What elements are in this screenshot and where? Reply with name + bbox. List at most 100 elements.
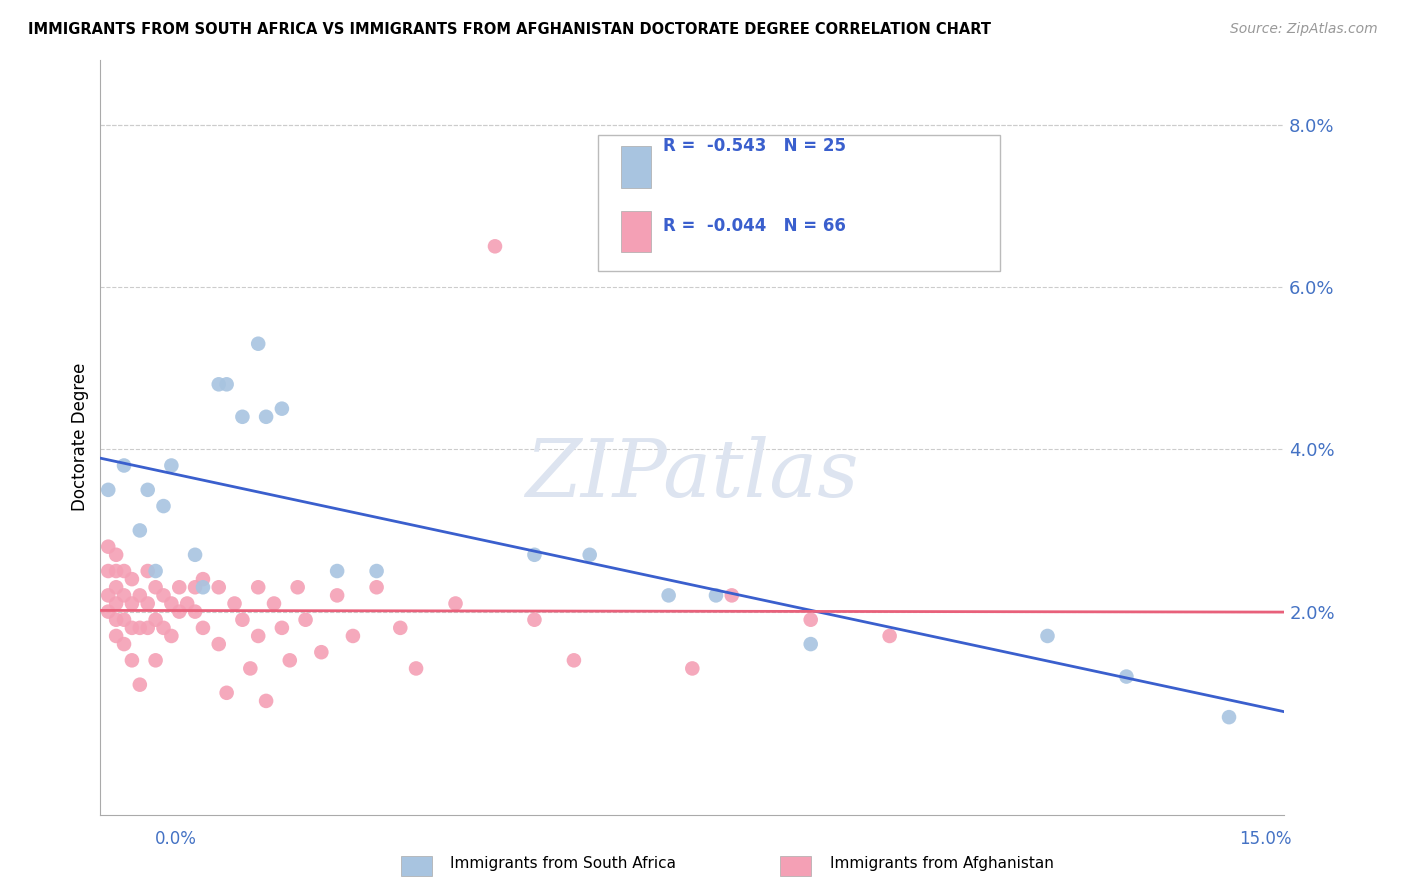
Point (405, 661, 427, 675)
Point (97, 540, 120, 554)
Point (1218, 710, 1240, 724)
Text: ZIPatlas: ZIPatlas (526, 436, 859, 514)
Text: 15.0%: 15.0% (1239, 830, 1292, 847)
Point (169, 580, 191, 594)
Point (128, 621, 150, 635)
Point (208, 580, 231, 594)
Point (128, 524, 150, 538)
Point (121, 597, 143, 611)
Point (112, 637, 135, 651)
Text: Immigrants from Afghanistan: Immigrants from Afghanistan (830, 856, 1053, 871)
Text: R =  -0.044   N = 66: R = -0.044 N = 66 (662, 217, 845, 235)
Point (97, 605, 120, 619)
Point (121, 653, 143, 667)
Point (800, 637, 823, 651)
Point (311, 645, 333, 659)
Point (704, 588, 727, 602)
Point (128, 588, 150, 602)
Point (112, 458, 135, 473)
Point (444, 597, 467, 611)
Point (231, 409, 253, 424)
Point (263, 597, 285, 611)
Point (523, 548, 546, 562)
FancyBboxPatch shape (598, 135, 1000, 271)
Point (1115, 669, 1137, 683)
Point (105, 629, 128, 643)
Point (160, 597, 183, 611)
Text: Source: ZipAtlas.com: Source: ZipAtlas.com (1230, 22, 1378, 37)
Point (136, 483, 159, 497)
Point (184, 580, 207, 594)
Y-axis label: Doctorate Degree: Doctorate Degree (72, 363, 89, 511)
Point (105, 580, 128, 594)
Point (97, 564, 120, 578)
Text: 0.0%: 0.0% (155, 830, 197, 847)
Point (681, 661, 703, 675)
Point (169, 605, 191, 619)
Point (121, 621, 143, 635)
Text: Immigrants from South Africa: Immigrants from South Africa (450, 856, 676, 871)
Point (562, 653, 585, 667)
Point (270, 401, 292, 416)
Point (128, 678, 150, 692)
Point (105, 613, 128, 627)
Point (270, 621, 292, 635)
Point (176, 597, 198, 611)
FancyBboxPatch shape (621, 211, 651, 252)
Point (136, 621, 159, 635)
Point (720, 588, 742, 602)
Point (287, 580, 309, 594)
Point (105, 597, 128, 611)
Point (239, 661, 262, 675)
Point (879, 629, 901, 643)
Point (247, 629, 270, 643)
Point (145, 564, 167, 578)
Point (366, 580, 388, 594)
Point (800, 613, 823, 627)
Point (191, 572, 214, 586)
Point (152, 621, 174, 635)
Point (97, 588, 120, 602)
Point (326, 588, 349, 602)
Point (294, 613, 316, 627)
Point (366, 564, 388, 578)
Point (247, 580, 270, 594)
Text: IMMIGRANTS FROM SOUTH AFRICA VS IMMIGRANTS FROM AFGHANISTAN DOCTORATE DEGREE COR: IMMIGRANTS FROM SOUTH AFRICA VS IMMIGRAN… (28, 22, 991, 37)
Point (184, 548, 207, 562)
Point (231, 613, 253, 627)
Point (342, 629, 364, 643)
Point (121, 572, 143, 586)
Point (145, 653, 167, 667)
Point (145, 613, 167, 627)
Point (254, 409, 277, 424)
Point (224, 597, 246, 611)
Point (112, 613, 135, 627)
Point (208, 637, 231, 651)
Point (136, 564, 159, 578)
Point (208, 377, 231, 392)
Point (184, 605, 207, 619)
Point (1036, 629, 1059, 643)
Point (278, 653, 301, 667)
Point (145, 580, 167, 594)
Point (97, 483, 120, 497)
Point (112, 588, 135, 602)
Point (578, 548, 600, 562)
Point (326, 564, 349, 578)
Point (105, 548, 128, 562)
Point (215, 377, 238, 392)
Point (254, 694, 277, 708)
Point (152, 588, 174, 602)
Point (160, 629, 183, 643)
Point (389, 621, 412, 635)
FancyBboxPatch shape (621, 146, 651, 188)
Point (105, 564, 128, 578)
Point (136, 597, 159, 611)
Point (191, 580, 214, 594)
Point (658, 588, 681, 602)
Point (215, 686, 238, 700)
Point (160, 458, 183, 473)
Point (523, 613, 546, 627)
Point (247, 336, 270, 351)
Text: R =  -0.543   N = 25: R = -0.543 N = 25 (662, 137, 846, 155)
